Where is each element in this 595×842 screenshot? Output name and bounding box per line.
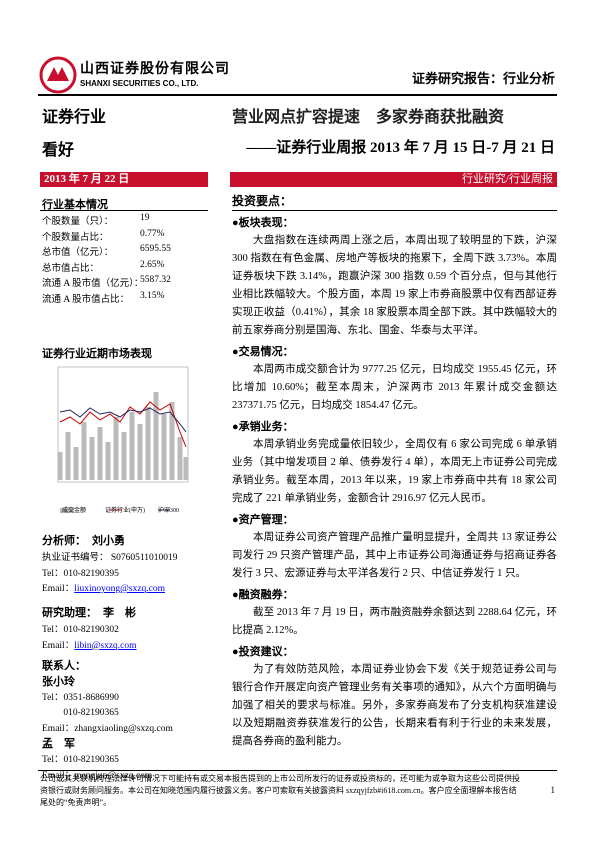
section-heading: ●板块表现： bbox=[232, 217, 294, 229]
info-label: 流通 A 股市值（亿元）： bbox=[42, 279, 144, 289]
market-chart bbox=[57, 366, 189, 513]
contacts-heading: 联系人： bbox=[42, 659, 86, 672]
date: 2013 年 7 月 22 日 bbox=[44, 173, 130, 185]
section-text: 大盘指数在连续两周上涨之后，本周出现了较明显的下跌，沪深 300 指数在有色金属… bbox=[232, 235, 557, 336]
section-text: 截至 2013 年 7 月 19 日，两市融资融券余额达到 2288.64 亿元… bbox=[232, 607, 557, 636]
summary: 投资要点： ●板块表现： 大盘指数在连续两周上涨之后，本周出现了较明显的下跌，沪深 … bbox=[232, 194, 557, 751]
analyst-role: 研究助理： bbox=[42, 607, 97, 619]
section-heading: ●融资融券： bbox=[232, 589, 294, 601]
info-label: 个股数量（只）： bbox=[42, 217, 114, 227]
section-heading: ●投资建议： bbox=[232, 646, 294, 658]
info-label: 总市值（亿元）： bbox=[42, 248, 114, 258]
info-value: 5587.32 bbox=[140, 275, 171, 285]
rating: 看好 bbox=[42, 142, 75, 159]
email-label: Email： bbox=[42, 640, 75, 651]
category: 行业研究/行业周报 bbox=[461, 173, 553, 185]
info-label: 总市值占比： bbox=[42, 263, 100, 274]
contact-info: 010-82190365 bbox=[42, 708, 119, 718]
analyst-role: 分析师： bbox=[42, 535, 86, 547]
section-rule bbox=[40, 210, 208, 211]
section-heading: ●承销业务： bbox=[232, 421, 294, 433]
section-text: 为了有效防范风险，本周证券业协会下发《关于规范证券公司与银行合作开展定向资产管理… bbox=[232, 664, 557, 747]
analyst-email: Email：libin@sxzq.com bbox=[42, 637, 137, 651]
email-link[interactable]: libin@sxzq.com bbox=[74, 640, 137, 651]
legend-label: 沪深300 bbox=[158, 508, 180, 514]
headline: 营业网点扩容提速 多家券商获批融资 bbox=[232, 109, 505, 126]
analyst-info: 执业证书编号： S0760511010019 bbox=[42, 553, 178, 563]
section-text: 本周证券公司资产管理产品推广量明显提升，全周共 13 家证券公司发行 29 只资… bbox=[232, 532, 557, 579]
email-link[interactable]: liuxinoyong@sxzq.com bbox=[74, 584, 166, 594]
section-heading: 证券行业近期市场表现 bbox=[42, 348, 152, 360]
legend-label: 成交金额 bbox=[62, 508, 87, 514]
info-value: 19 bbox=[140, 213, 150, 223]
info-label: 流通 A 股市值占比： bbox=[42, 294, 130, 305]
analyst-info: Tel：010-82190302 bbox=[42, 625, 119, 635]
contact-name: 张小玲 bbox=[42, 675, 75, 688]
section-heading: 行业基本情况 bbox=[42, 199, 108, 211]
logo-mark bbox=[39, 56, 77, 94]
category-bar: 行业研究/行业周报 bbox=[230, 172, 557, 187]
legend-label: 证券行业(申万) bbox=[105, 508, 145, 514]
info-value: 2.65% bbox=[140, 259, 165, 270]
contact-info: Email：mengjun@sxzq.com bbox=[42, 770, 153, 781]
section-heading: ●交易情况： bbox=[232, 346, 294, 358]
info-label: 个股数量占比： bbox=[42, 232, 109, 243]
footer-rule bbox=[38, 770, 557, 771]
info-value: 6595.55 bbox=[140, 244, 171, 254]
section-heading: ●资产管理： bbox=[232, 514, 294, 526]
industry: 证券行业 bbox=[42, 109, 107, 126]
company-en: SHANXI SECURITIES CO., LTD. bbox=[80, 79, 199, 88]
company-cn: 山西证券股份有限公司 bbox=[80, 62, 230, 77]
page-number: 1 bbox=[550, 785, 556, 795]
contact-info: Tel：0351-8686990 bbox=[42, 692, 119, 703]
summary-rule bbox=[232, 210, 557, 211]
subtitle: ——证券行业周报 2013 年 7 月 15 日-7 月 21 日 bbox=[246, 140, 555, 156]
analyst-email: Email：liuxinoyong@sxzq.com bbox=[42, 580, 165, 594]
info-value: 3.15% bbox=[140, 290, 165, 301]
disclaimer: 公司或其关联机构在法律许可情况下可能持有或交易本报告提到的上市公司所发行的证券或… bbox=[40, 774, 520, 807]
analyst-name: 李 彬 bbox=[103, 607, 136, 619]
section-text: 本周两市成交额合计为 9777.25 亿元，日均成交 1955.45 亿元，环比… bbox=[232, 364, 557, 411]
info-value: 0.77% bbox=[140, 228, 165, 239]
contact-info: Email：zhangxiaoling@sxzq.com bbox=[42, 723, 173, 734]
analyst: 分析师： 刘小勇 bbox=[42, 532, 125, 548]
date-bar: 2013 年 7 月 22 日 bbox=[40, 172, 208, 187]
email-label: Email： bbox=[42, 584, 75, 594]
report-type: 证券研究报告：行业分析 bbox=[411, 71, 555, 86]
summary-heading: 投资要点： bbox=[232, 194, 293, 208]
header-rule bbox=[38, 94, 557, 96]
section-text: 本周承销业务完成量依旧较少，全周仅有 6 家公司完成 6 单承销业务（其中增发项… bbox=[232, 439, 557, 504]
analyst-name: 刘小勇 bbox=[92, 535, 125, 547]
contact-info: Tel：010-82190365 bbox=[42, 755, 119, 765]
analyst-info: Tel：010-82190395 bbox=[42, 568, 119, 579]
contact-name: 孟 军 bbox=[42, 738, 75, 750]
analyst: 研究助理： 李 彬 bbox=[42, 604, 136, 620]
